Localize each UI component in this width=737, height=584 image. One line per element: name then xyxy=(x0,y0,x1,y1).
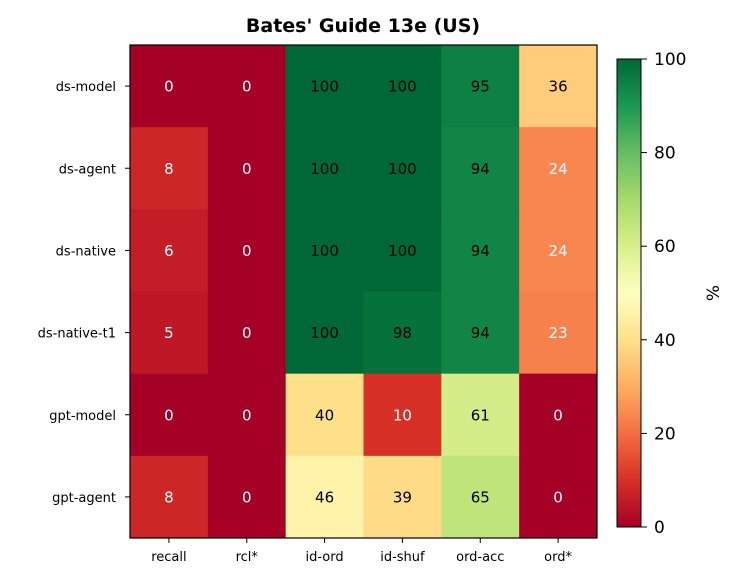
cell-value-label: 100 xyxy=(388,160,417,178)
heatmap-cell xyxy=(363,209,442,292)
cell-value-label: 0 xyxy=(242,324,252,342)
cell-value-label: 24 xyxy=(549,242,568,260)
heatmap-cell xyxy=(285,45,364,128)
cell-value-label: 8 xyxy=(164,160,174,178)
colorbar-tick-label: 60 xyxy=(654,237,676,257)
cell-value-label: 94 xyxy=(471,160,490,178)
colorbar-tick-label: 100 xyxy=(654,50,686,70)
heatmap-cell xyxy=(441,455,520,539)
heatmap-cell xyxy=(519,373,598,457)
heatmap-cell xyxy=(519,209,598,292)
heatmap-cell xyxy=(207,455,287,539)
colorbar-label: % xyxy=(704,285,724,301)
cell-value-label: 0 xyxy=(242,242,252,260)
heatmap-cell xyxy=(285,455,364,539)
heatmap-cell xyxy=(285,127,364,210)
cell-value-label: 100 xyxy=(310,242,339,260)
heatmap-cell xyxy=(519,127,598,210)
cell-value-label: 24 xyxy=(549,160,568,178)
heatmap-cell xyxy=(207,127,287,210)
heatmap-cell xyxy=(285,291,364,375)
cell-value-label: 100 xyxy=(388,242,417,260)
y-tick-label: ds-agent xyxy=(59,162,116,177)
heatmap-cell xyxy=(363,45,442,128)
cell-value-label: 100 xyxy=(388,78,417,96)
y-tick-label: ds-native xyxy=(56,244,116,259)
heatmap-cell xyxy=(519,455,598,539)
cell-value-label: 100 xyxy=(310,78,339,96)
x-axis: recall rcl* id-ord id-shuf ord-acc ord* xyxy=(151,538,572,565)
heatmap-cell xyxy=(207,45,287,128)
cell-value-label: 0 xyxy=(242,488,252,506)
cell-value-label: 0 xyxy=(242,160,252,178)
heatmap-cell xyxy=(363,291,442,375)
colorbar-tick-label: 80 xyxy=(654,144,676,164)
heatmap-cell xyxy=(285,209,364,292)
heatmap-cell xyxy=(519,291,598,375)
cell-value-label: 61 xyxy=(471,406,490,424)
heatmap-cell xyxy=(207,209,287,292)
heatmap-cell xyxy=(441,127,520,210)
heatmap-cell xyxy=(363,455,442,539)
y-tick-label: gpt-model xyxy=(49,409,116,424)
cell-value-label: 0 xyxy=(242,406,252,424)
cell-value-label: 6 xyxy=(164,242,174,260)
heatmap-cell xyxy=(441,373,520,457)
heatmap-cell xyxy=(441,291,520,375)
colorbar-tick-label: 0 xyxy=(654,518,665,538)
heatmap-cell xyxy=(363,127,442,210)
x-tick-label: ord* xyxy=(544,550,572,565)
y-axis: ds-model ds-agent ds-native ds-native-t1 gpt… xyxy=(38,80,130,506)
heatmap-cell xyxy=(130,291,209,375)
x-tick-label: ord-acc xyxy=(456,550,504,565)
y-tick-label: ds-native-t1 xyxy=(38,327,116,342)
y-tick-label: ds-model xyxy=(56,80,116,95)
cell-value-label: 95 xyxy=(471,78,490,96)
cell-value-label: 0 xyxy=(553,406,563,424)
cell-value-label: 94 xyxy=(471,324,490,342)
x-tick-label: recall xyxy=(151,550,186,565)
cell-value-label: 0 xyxy=(164,406,174,424)
cell-value-label: 23 xyxy=(549,324,568,342)
colorbar-tick-label: 20 xyxy=(654,424,676,444)
heatmap-cell xyxy=(130,127,209,210)
heatmap-cell xyxy=(207,291,287,375)
colorbar-tick-label: 40 xyxy=(654,331,676,351)
x-tick-label: rcl* xyxy=(236,550,259,565)
cell-value-label: 98 xyxy=(393,324,412,342)
cell-value-label: 46 xyxy=(315,488,334,506)
cell-value-label: 100 xyxy=(310,160,339,178)
y-tick-label: gpt-agent xyxy=(52,491,116,506)
heatmap-cell xyxy=(130,455,209,539)
heatmap-cell xyxy=(130,45,209,128)
cell-value-label: 8 xyxy=(164,488,174,506)
heatmap-cell xyxy=(441,45,520,128)
heatmap-cell xyxy=(285,373,364,457)
cell-value-label: 5 xyxy=(164,324,174,342)
heatmap-cells: 0 0 100 100 95 368 0 100 100 94 246 0 100 100 94 245 0 10… xyxy=(130,45,598,539)
cell-value-label: 10 xyxy=(393,406,412,424)
cell-value-label: 0 xyxy=(164,78,174,96)
x-tick-label: id-shuf xyxy=(380,550,425,565)
chart-title: Bates' Guide 13e (US) xyxy=(246,15,480,37)
heatmap-cell xyxy=(519,45,598,128)
colorbar-axis: 0 20 40 60 80 100 xyxy=(641,50,686,538)
heatmap-frame xyxy=(129,44,598,539)
cell-value-label: 0 xyxy=(553,488,563,506)
cell-value-label: 39 xyxy=(393,488,412,506)
heatmap-cell xyxy=(207,373,287,457)
heatmap-cell xyxy=(130,373,209,457)
cell-value-label: 100 xyxy=(310,324,339,342)
cell-value-label: 94 xyxy=(471,242,490,260)
cell-value-label: 65 xyxy=(471,488,490,506)
heatmap-cell xyxy=(130,209,209,292)
colorbar xyxy=(616,58,642,528)
cell-value-label: 40 xyxy=(315,406,334,424)
cell-value-label: 0 xyxy=(242,78,252,96)
heatmap-cell xyxy=(441,209,520,292)
heatmap-cell xyxy=(363,373,442,457)
cell-value-label: 36 xyxy=(549,78,568,96)
x-tick-label: id-ord xyxy=(306,550,344,565)
